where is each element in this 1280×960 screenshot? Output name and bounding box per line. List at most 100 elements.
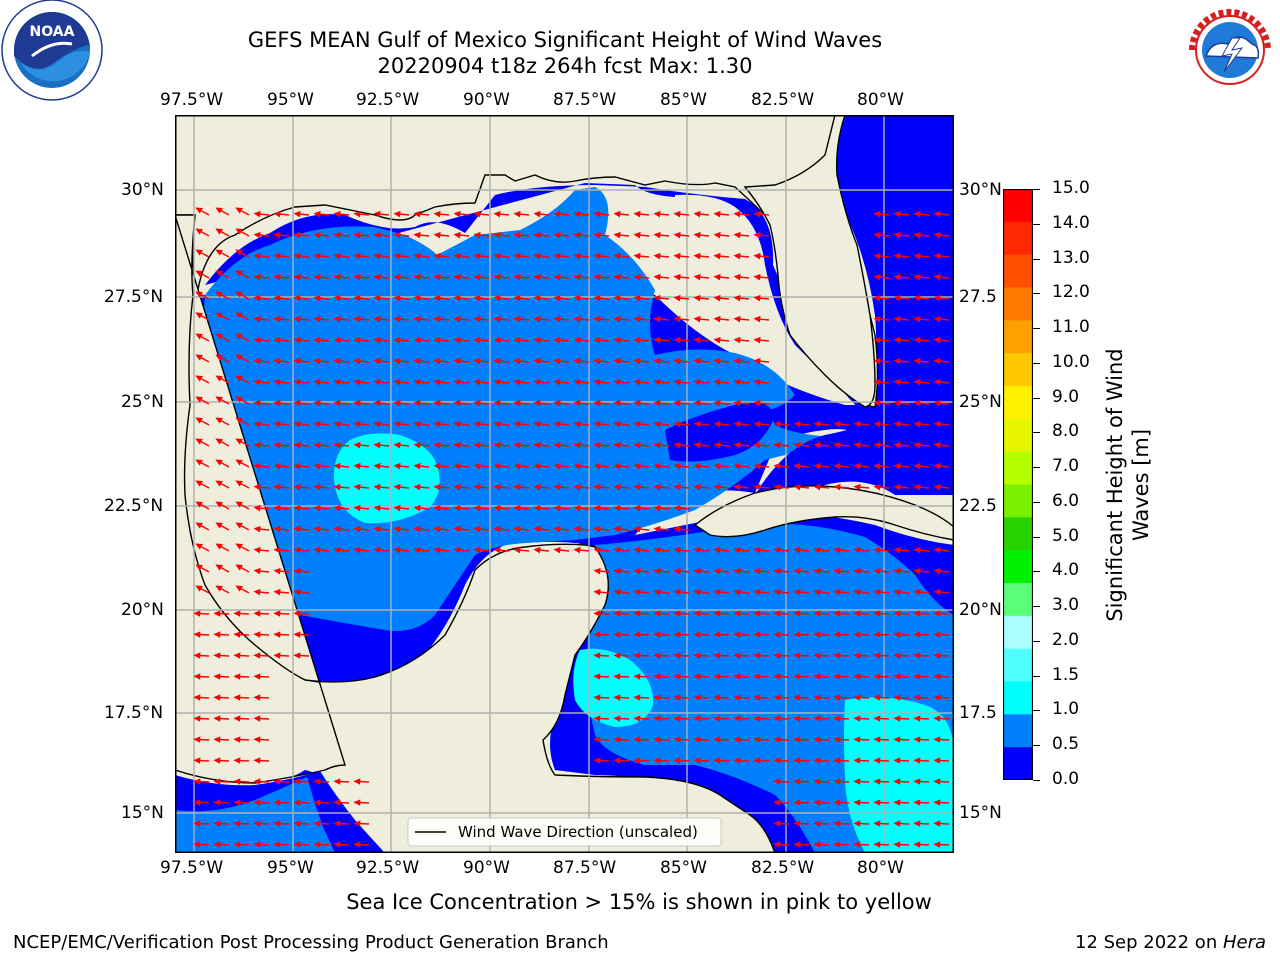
wave-direction-arrowhead bbox=[433, 294, 441, 302]
wave-direction-arrowhead bbox=[913, 736, 921, 743]
wave-direction-arrowhead bbox=[215, 228, 223, 235]
wave-direction-arrowhead bbox=[273, 631, 281, 638]
lat-label: 17.5°N bbox=[104, 703, 164, 723]
wave-direction-arrowhead bbox=[853, 694, 861, 701]
wave-direction-arrowhead bbox=[413, 525, 421, 533]
wave-direction-arrowhead bbox=[693, 399, 701, 407]
wave-direction-arrowhead bbox=[533, 252, 541, 260]
wave-direction-arrowhead bbox=[513, 378, 521, 386]
lat-label: 15°N bbox=[959, 803, 1002, 823]
wave-direction-arrowhead bbox=[933, 546, 941, 554]
wave-direction-arrowhead bbox=[253, 210, 261, 218]
wave-direction-arrowhead bbox=[933, 336, 941, 344]
wave-direction-arrowhead bbox=[873, 757, 881, 764]
wave-direction-arrowhead bbox=[513, 483, 521, 491]
wave-direction-arrowhead bbox=[653, 231, 661, 239]
credit-right: 12 Sep 2022 on Hera bbox=[1075, 932, 1266, 953]
colorbar-tick-label: 14.0 bbox=[1052, 212, 1090, 233]
wave-direction-arrowhead bbox=[733, 673, 741, 680]
wave-direction-arrowhead bbox=[313, 357, 321, 365]
wave-direction-arrowhead bbox=[493, 504, 501, 512]
wave-direction-arrowhead bbox=[273, 820, 281, 827]
wave-direction-arrowhead bbox=[633, 210, 641, 218]
wave-direction-arrowhead bbox=[193, 715, 201, 722]
wave-direction-arrowhead bbox=[413, 546, 421, 554]
colorbar-segment bbox=[1003, 550, 1033, 584]
wave-direction-arrowhead bbox=[253, 231, 261, 239]
wave-direction-arrowhead bbox=[195, 354, 203, 361]
wave-direction-arrowhead bbox=[753, 610, 761, 617]
wave-direction-arrowhead bbox=[293, 567, 301, 575]
wave-direction-arrowhead bbox=[693, 252, 701, 260]
wave-direction-arrowhead bbox=[913, 315, 921, 323]
wave-direction-arrowhead bbox=[693, 294, 701, 302]
wave-direction-arrowhead bbox=[933, 652, 941, 659]
wave-direction-arrowhead bbox=[673, 652, 681, 659]
wave-direction-arrowhead bbox=[353, 799, 361, 806]
colorbar-segment bbox=[1003, 648, 1033, 682]
wave-direction-arrowhead bbox=[333, 504, 341, 512]
wave-direction-arrowhead bbox=[253, 462, 261, 470]
wave-direction-arrowhead bbox=[593, 378, 601, 386]
colorbar-tick-label: 9.0 bbox=[1052, 386, 1080, 407]
wave-direction-arrowhead bbox=[413, 420, 421, 428]
wave-direction-arrowhead bbox=[373, 210, 381, 218]
wave-direction-arrowhead bbox=[533, 420, 541, 428]
wave-direction-arrowhead bbox=[493, 546, 501, 554]
wave-direction-arrowhead bbox=[273, 799, 281, 806]
wave-direction-arrowhead bbox=[493, 231, 501, 239]
wave-direction-arrowhead bbox=[513, 210, 521, 218]
wave-direction-arrowhead bbox=[215, 417, 223, 424]
wave-direction-arrowhead bbox=[873, 252, 881, 260]
wave-direction-arrowhead bbox=[733, 273, 741, 281]
wave-direction-arrowhead bbox=[933, 273, 941, 281]
wave-direction-arrowhead bbox=[893, 567, 901, 575]
wave-direction-arrowhead bbox=[913, 567, 921, 575]
colorbar-tick-label: 2.0 bbox=[1052, 629, 1080, 650]
wave-direction-arrowhead bbox=[293, 841, 301, 848]
wave-direction-arrowhead bbox=[493, 420, 501, 428]
wave-direction-arrowhead bbox=[235, 249, 243, 256]
map-legend: Wind Wave Direction (unscaled) bbox=[407, 817, 722, 847]
wave-direction-arrowhead bbox=[313, 336, 321, 344]
wave-direction-arrowhead bbox=[313, 841, 321, 848]
wave-direction-arrowhead bbox=[713, 273, 721, 281]
wave-direction-arrowhead bbox=[913, 546, 921, 554]
wave-direction-arrowhead bbox=[573, 336, 581, 344]
wave-direction-arrowhead bbox=[813, 820, 821, 827]
wave-direction-arrowhead bbox=[733, 399, 741, 407]
wave-direction-arrowhead bbox=[473, 273, 481, 281]
wave-direction-arrowhead bbox=[753, 736, 761, 743]
wave-direction-arrowhead bbox=[913, 441, 921, 449]
noaa-logo-text: NOAA bbox=[30, 24, 75, 40]
wave-direction-arrowhead bbox=[613, 588, 621, 596]
wave-direction-arrowhead bbox=[793, 694, 801, 701]
wave-direction-arrowhead bbox=[813, 799, 821, 806]
wave-direction-arrowhead bbox=[933, 694, 941, 701]
wave-direction-arrowhead bbox=[195, 207, 203, 214]
wave-direction-arrowhead bbox=[633, 273, 641, 281]
map-frame bbox=[175, 115, 954, 853]
wave-direction-arrowhead bbox=[313, 483, 321, 491]
wave-direction-arrowhead bbox=[273, 652, 281, 659]
wave-direction-arrowhead bbox=[235, 291, 243, 298]
wave-direction-arrowhead bbox=[353, 504, 361, 512]
wave-direction-arrowhead bbox=[673, 483, 681, 491]
wave-direction-arrowhead bbox=[653, 357, 661, 365]
wave-direction-arrowhead bbox=[633, 673, 641, 680]
wave-direction-arrowhead bbox=[673, 673, 681, 680]
wave-direction-arrowhead bbox=[613, 673, 621, 680]
lon-label: 87.5°W bbox=[553, 90, 617, 110]
colorbar bbox=[1003, 189, 1033, 780]
wave-direction-arrowhead bbox=[215, 291, 223, 298]
wave-direction-arrowhead bbox=[793, 546, 801, 554]
wave-direction-arrowhead bbox=[413, 462, 421, 470]
wave-direction-arrowhead bbox=[195, 228, 203, 235]
wave-direction-arrowhead bbox=[553, 504, 561, 512]
wave-direction-arrowhead bbox=[353, 273, 361, 281]
wave-direction-arrowhead bbox=[593, 546, 601, 554]
wave-direction-arrowhead bbox=[593, 399, 601, 407]
wave-direction-arrowhead bbox=[473, 336, 481, 344]
wave-direction-arrowhead bbox=[693, 546, 701, 554]
colorbar-segment bbox=[1003, 714, 1033, 748]
